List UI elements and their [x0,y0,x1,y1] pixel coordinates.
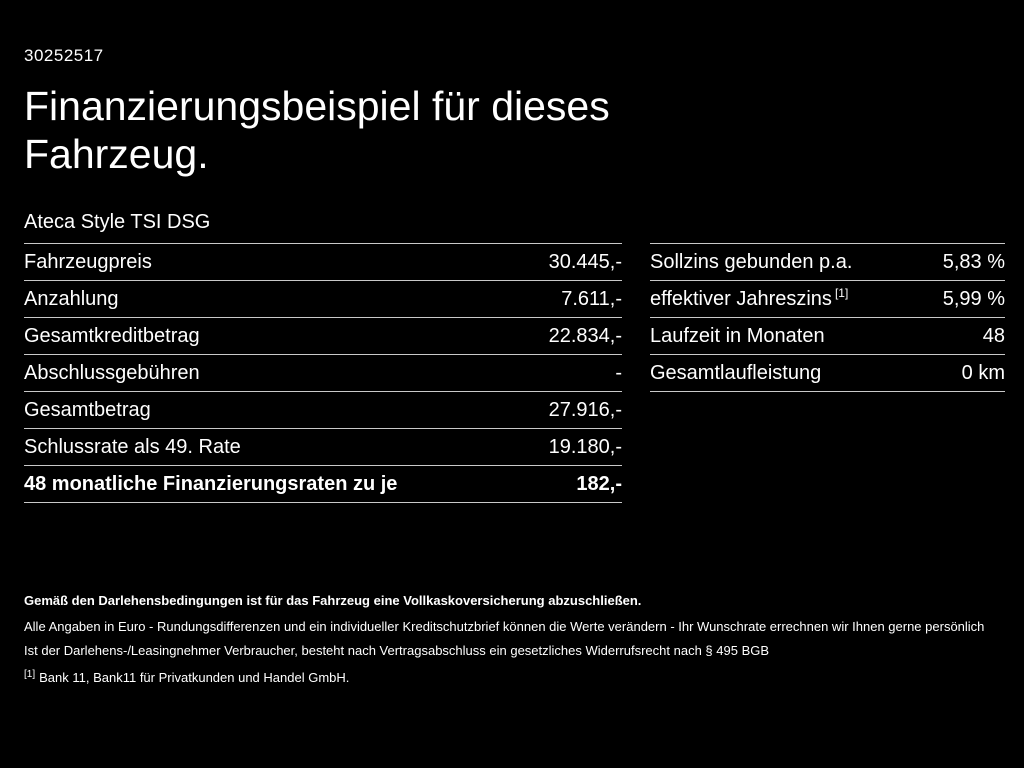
row-value: - [615,361,622,384]
row-label: Gesamtkreditbetrag [24,324,200,347]
row-label: Schlussrate als 49. Rate [24,435,241,458]
financing-tables: Fahrzeugpreis 30.445,- Anzahlung 7.611,-… [24,243,1005,503]
row-value: 7.611,- [561,287,622,310]
vehicle-model-name: Ateca Style TSI DSG [24,211,211,233]
table-row-gesamtkreditbetrag: Gesamtkreditbetrag 22.834,- [24,317,622,354]
table-row-abschlussgebuehren: Abschlussgebühren - [24,354,622,391]
table-row-schlussrate: Schlussrate als 49. Rate 19.180,- [24,428,622,465]
row-label: Gesamtlaufleistung [650,361,822,384]
table-row-anzahlung: Anzahlung 7.611,- [24,280,622,317]
row-label: Sollzins gebunden p.a. [650,250,853,273]
table-row-effektiver-jahreszins: effektiver Jahreszins [1] 5,99 % [650,280,1005,317]
table-row-gesamtbetrag: Gesamtbetrag 27.916,- [24,391,622,428]
row-value: 27.916,- [548,398,622,421]
vehicle-id-number: 30252517 [24,46,104,65]
financing-table-right: Sollzins gebunden p.a. 5,83 % effektiver… [650,243,1005,392]
table-row-fahrzeugpreis: Fahrzeugpreis 30.445,- [24,243,622,280]
row-value: 5,83 % [942,250,1005,273]
row-value: 5,99 % [942,287,1005,310]
row-value: 19.180,- [548,435,622,458]
row-value: 22.834,- [548,324,622,347]
footer-insurance-notice: Gemäß den Darlehensbedingungen ist für d… [24,593,642,608]
table-row-laufzeit: Laufzeit in Monaten 48 [650,317,1005,354]
row-value: 182,- [576,472,622,495]
footer-disclaimer-line2: Ist der Darlehens-/Leasingnehmer Verbrau… [24,643,770,658]
footnote-reference: [1] [834,285,849,300]
footer-footnote: [1] Bank 11, Bank11 für Privatkunden und … [24,668,1000,685]
table-row-monatsrate: 48 monatliche Finanzierungsraten zu je 1… [24,465,622,503]
row-label-text: effektiver Jahreszins [650,287,832,310]
table-row-sollzins: Sollzins gebunden p.a. 5,83 % [650,243,1005,280]
row-label: Fahrzeugpreis [24,250,152,273]
row-label: Gesamtbetrag [24,398,151,421]
financing-table-left: Fahrzeugpreis 30.445,- Anzahlung 7.611,-… [24,243,622,503]
footnote-marker: [1] [24,668,36,680]
table-row-gesamtlaufleistung: Gesamtlaufleistung 0 km [650,354,1005,392]
row-value: 30.445,- [548,250,622,273]
row-value: 0 km [961,361,1005,384]
row-label: Abschlussgebühren [24,361,200,384]
footer-disclaimer-line1: Alle Angaben in Euro - Rundungsdifferenz… [24,619,985,634]
legal-footer: Gemäß den Darlehensbedingungen ist für d… [24,594,1000,695]
row-label: 48 monatliche Finanzierungsraten zu je [24,472,398,495]
page-title: Finanzierungsbeispiel für dieses Fahrzeu… [24,83,610,178]
row-label: Laufzeit in Monaten [650,324,825,347]
footnote-text: Bank 11, Bank11 für Privatkunden und Han… [39,670,350,685]
row-label: Anzahlung [24,287,119,310]
row-value: 48 [982,324,1005,347]
row-label: effektiver Jahreszins [1] [650,285,849,311]
